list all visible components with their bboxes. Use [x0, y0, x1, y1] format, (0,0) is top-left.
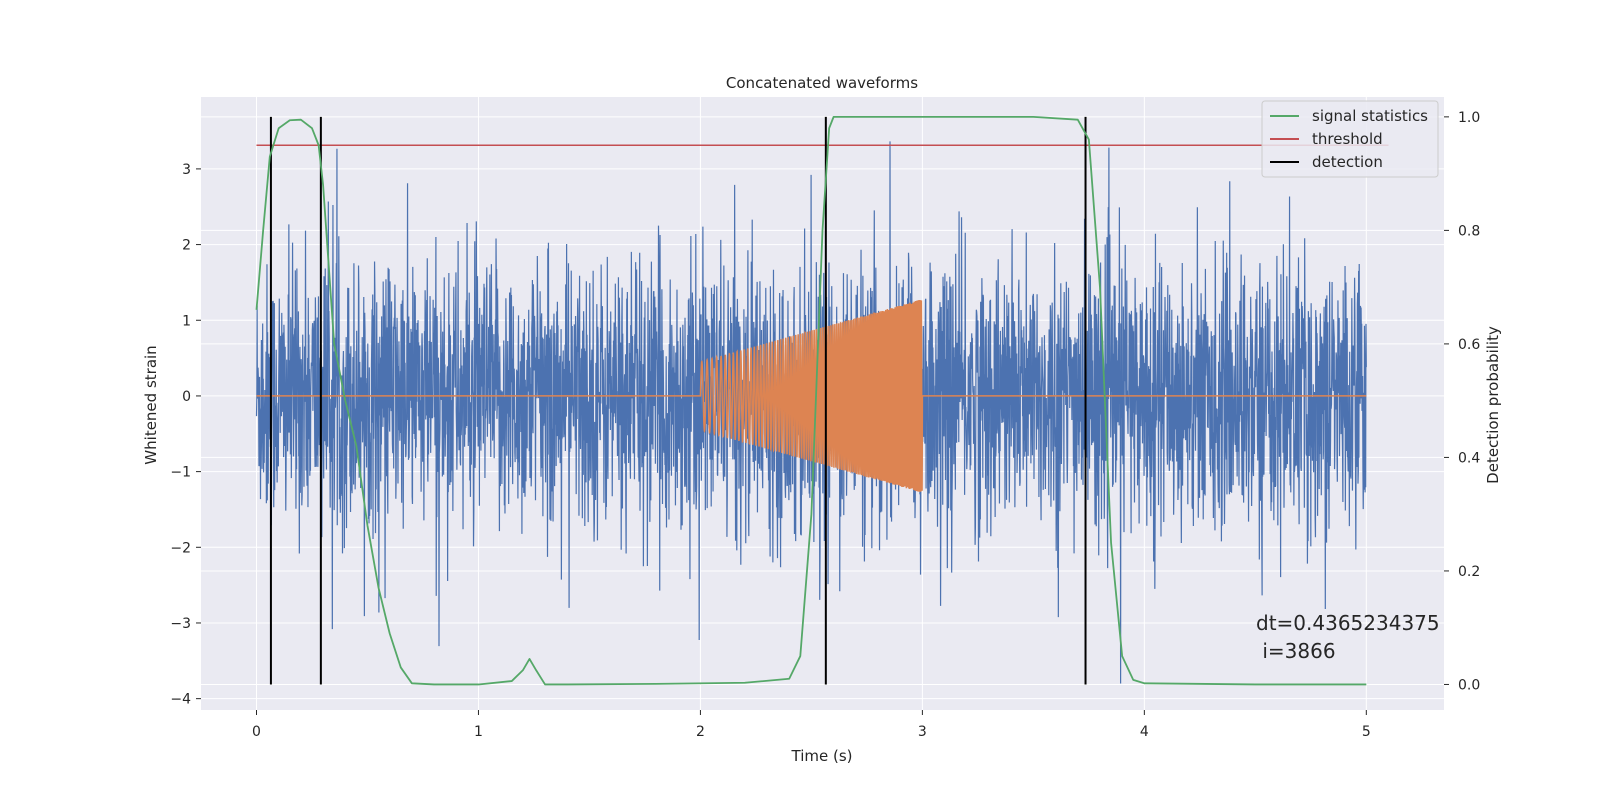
- legend-box: [1261, 100, 1439, 178]
- y2-tick-label: 0.8: [1458, 223, 1480, 239]
- y-tick-label: −1: [170, 465, 191, 481]
- legend: signal statistics threshold detection: [1261, 100, 1439, 178]
- chart-title: Concatenated waveforms: [726, 74, 918, 92]
- y2-tick-label: 0.2: [1458, 564, 1480, 580]
- y-tick-label: −3: [170, 616, 191, 632]
- y2-tick-label: 0.0: [1458, 677, 1480, 693]
- x-axis-label: Time (s): [791, 747, 853, 765]
- y-tick-label: −4: [170, 692, 191, 708]
- x-tick-label: 1: [474, 724, 483, 740]
- x-tick-label: 5: [1362, 724, 1371, 740]
- y-tick-label: 3: [182, 162, 191, 178]
- legend-label-threshold: threshold: [1312, 130, 1383, 148]
- y-tick-label: 2: [182, 238, 191, 254]
- series-waveform: [256, 299, 1367, 492]
- legend-label-detection: detection: [1312, 153, 1383, 171]
- x-tick-label: 0: [252, 724, 261, 740]
- y-tick-label: 1: [182, 313, 191, 329]
- y2-axis-label: Detection probability: [1484, 326, 1502, 484]
- y2-tick-label: 0.4: [1458, 450, 1480, 466]
- y-axis-label: Whitened strain: [142, 345, 160, 464]
- annotation-i: i=3866: [1256, 639, 1336, 663]
- ticks: 0 1 2 3 4 5 −4 −3 −2 −1 0 1 2 3 0.0 0.2 0.4 0.6 0.8 1.0: [170, 110, 1480, 740]
- y2-tick-label: 0.6: [1458, 337, 1480, 353]
- legend-label-signal-statistics: signal statistics: [1312, 107, 1428, 125]
- x-tick-label: 4: [1140, 724, 1149, 740]
- x-tick-label: 3: [918, 724, 927, 740]
- x-tick-label: 2: [696, 724, 705, 740]
- y-tick-label: 0: [182, 389, 191, 405]
- annotation-dt: dt=0.4365234375: [1256, 611, 1440, 635]
- series-signal-statistics: [255, 115, 1367, 686]
- y2-tick-label: 1.0: [1458, 110, 1480, 126]
- plot-area: [255, 115, 1389, 686]
- y-tick-label: −2: [170, 540, 191, 556]
